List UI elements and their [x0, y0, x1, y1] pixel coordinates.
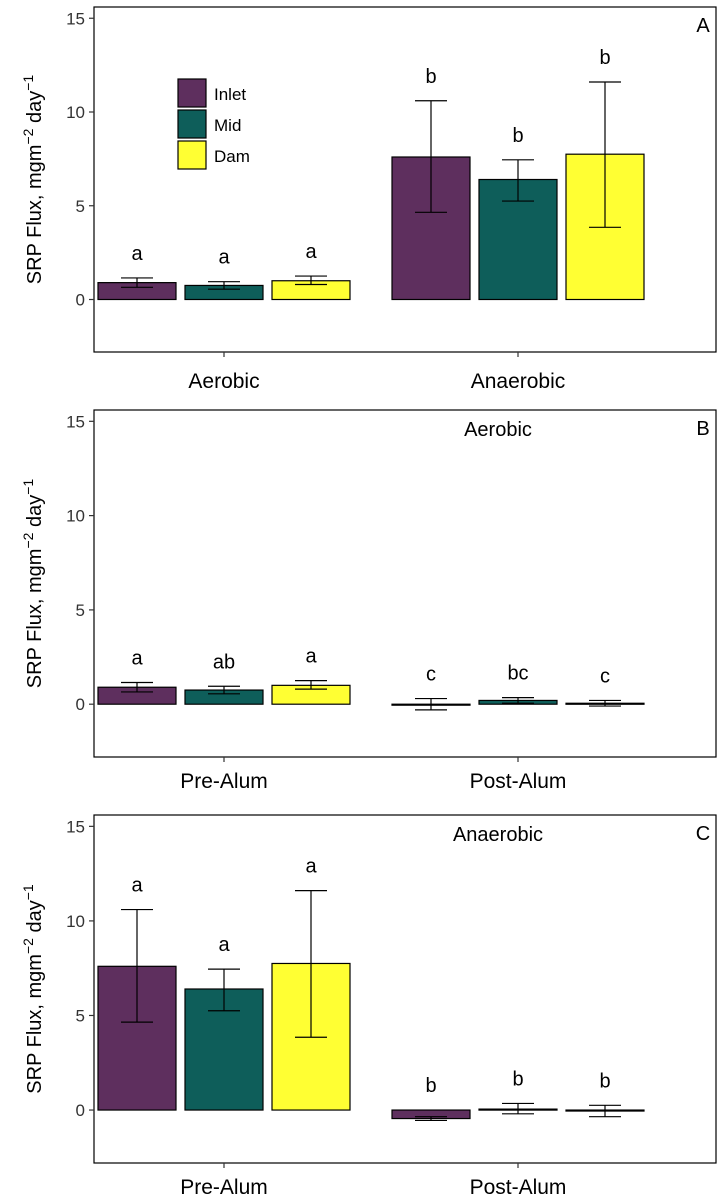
x-tick-label: Pre-Alum	[180, 770, 268, 793]
y-tick-label: 5	[76, 1006, 85, 1025]
y-axis-title: SRP Flux, mgm−2 day−1	[20, 75, 46, 285]
x-tick-label: Post-Alum	[470, 1176, 567, 1199]
significance-letter: a	[218, 247, 230, 269]
y-tick-label: 15	[66, 9, 85, 28]
y-tick-label: 10	[66, 912, 85, 931]
significance-letter: a	[131, 243, 143, 265]
significance-letter: b	[512, 125, 523, 147]
y-tick-label: 15	[66, 412, 85, 431]
significance-letter: b	[425, 66, 436, 88]
y-tick-label: 10	[66, 103, 85, 122]
y-tick-label: 5	[76, 197, 85, 216]
significance-letter: a	[131, 875, 143, 897]
legend-swatch	[177, 109, 207, 139]
significance-letter: ab	[213, 651, 235, 673]
x-tick-label: Pre-Alum	[180, 1176, 268, 1199]
significance-letter: a	[305, 241, 317, 263]
panel-title: Aerobic	[464, 419, 532, 441]
significance-letter: a	[305, 646, 317, 668]
y-tick-label: 0	[76, 1101, 85, 1120]
y-tick-label: 0	[76, 291, 85, 310]
y-tick-label: 0	[76, 695, 85, 714]
significance-letter: c	[600, 665, 610, 687]
significance-letter: b	[599, 47, 610, 69]
panel-title: Anaerobic	[453, 824, 543, 846]
y-tick-label: 15	[66, 817, 85, 836]
significance-letter: c	[426, 664, 436, 686]
plot-frame	[93, 6, 717, 353]
panel-a: 15 10 5 0 SRP Flux, mgm−2 day−1 Aerobic Anaero…	[20, 6, 717, 393]
y-axis-title: SRP Flux, mgm−2 day−1	[20, 884, 46, 1094]
panel-c: 15 10 5 0 SRP Flux, mgm−2 day−1 Pre-Alum Post-…	[20, 814, 717, 1199]
significance-letter: bc	[507, 663, 528, 685]
legend-label: Inlet	[214, 85, 246, 104]
significance-letter: a	[305, 856, 317, 878]
significance-letter: a	[131, 648, 143, 670]
panel-label: B	[696, 418, 709, 440]
plot-frame	[93, 814, 717, 1164]
legend-swatch	[177, 140, 207, 170]
significance-letter: b	[599, 1070, 610, 1092]
significance-letter: a	[218, 934, 230, 956]
panel-b: 15 10 5 0 SRP Flux, mgm−2 day−1 Pre-Alum Post-…	[20, 409, 717, 793]
x-tick-label: Aerobic	[188, 370, 259, 393]
significance-letter: b	[512, 1068, 523, 1090]
x-tick-label: Anaerobic	[471, 370, 566, 393]
x-tick-label: Post-Alum	[470, 770, 567, 793]
y-tick-label: 10	[66, 507, 85, 526]
y-tick-label: 5	[76, 601, 85, 620]
panel-label: C	[696, 823, 710, 845]
panel-label: A	[696, 15, 710, 37]
legend: Inlet Mid Dam	[177, 78, 250, 170]
y-axis-title: SRP Flux, mgm−2 day−1	[20, 479, 46, 689]
legend-label: Mid	[214, 116, 241, 135]
legend-swatch	[177, 78, 207, 108]
significance-letter: b	[425, 1075, 436, 1097]
legend-label: Dam	[214, 147, 250, 166]
plot-frame	[93, 409, 717, 758]
